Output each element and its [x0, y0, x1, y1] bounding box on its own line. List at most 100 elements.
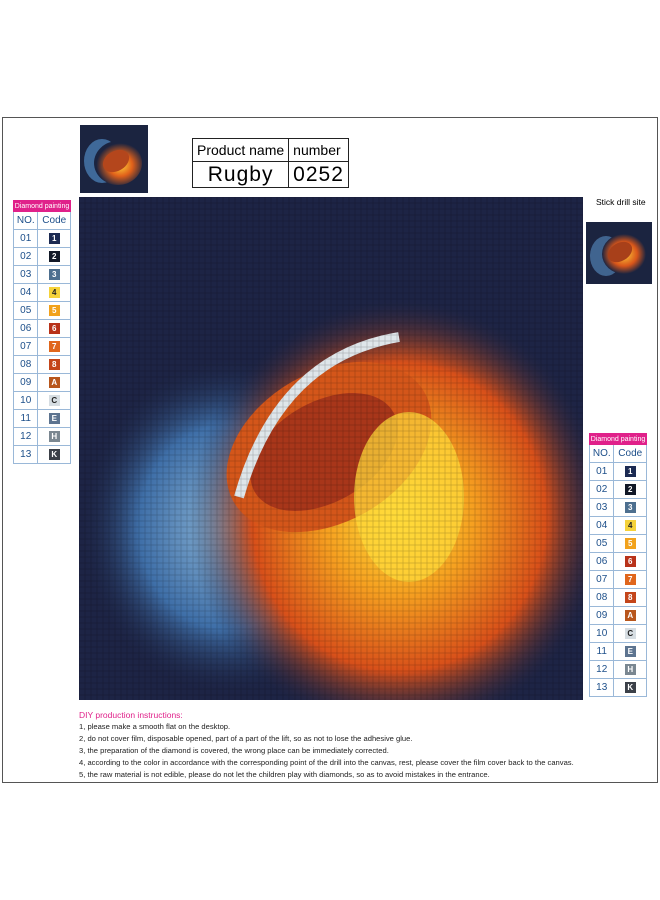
legend-number: 03: [12, 265, 39, 284]
legend-title: Diamond painting: [13, 200, 71, 212]
legend-code: 6: [48, 323, 60, 334]
legend-row: 07 7: [12, 337, 71, 356]
legend-code-cell: 5: [37, 301, 71, 320]
legend-number: 11: [588, 642, 615, 661]
legend-code-cell: 4: [37, 283, 71, 302]
legend-code: H: [48, 431, 60, 442]
legend-code-cell: 3: [37, 265, 71, 284]
legend-row: 03 3: [12, 265, 71, 284]
legend-row: 09 A: [12, 373, 71, 392]
legend-header-row: NO. Code: [12, 211, 71, 230]
legend-code: E: [624, 646, 636, 657]
legend-number: 12: [12, 427, 39, 446]
legend-title: Diamond painting: [589, 433, 647, 445]
legend-number: 05: [12, 301, 39, 320]
legend-row: 05 5: [588, 534, 647, 553]
legend-code: 5: [48, 305, 60, 316]
legend-code-cell: K: [613, 678, 647, 697]
legend-code-cell: 7: [613, 570, 647, 589]
legend-code: 1: [48, 233, 60, 244]
stick-image: [586, 222, 652, 284]
legend-number: 08: [588, 588, 615, 607]
legend-number: 02: [12, 247, 39, 266]
instruction-step: 3, the preparation of the diamond is cov…: [79, 746, 389, 755]
legend-number: 12: [588, 660, 615, 679]
legend-code-cell: 2: [613, 480, 647, 499]
instruction-step: 4, according to the color in accordance …: [79, 758, 574, 767]
legend-title-row: Diamond painting: [589, 433, 647, 445]
legend-header: Code: [37, 211, 71, 230]
legend-number: 06: [12, 319, 39, 338]
legend-row: 03 3: [588, 498, 647, 517]
header-cell: Product name: [191, 138, 290, 162]
legend-code: K: [48, 449, 60, 460]
legend-number: 01: [12, 229, 39, 248]
instruction-step: 1, please make a smooth flat on the desk…: [79, 722, 231, 731]
legend-number: 11: [12, 409, 39, 428]
instruction-step: 5, the raw material is not edible, pleas…: [79, 770, 490, 779]
legend-row: 10 C: [12, 391, 71, 410]
legend-header: NO.: [588, 444, 615, 463]
stick-label: Stick drill site: [596, 197, 646, 207]
legend-code: 2: [48, 251, 60, 262]
legend-code-cell: E: [37, 409, 71, 428]
legend-code: K: [624, 682, 636, 693]
legend-number: 10: [12, 391, 39, 410]
legend-row: 01 1: [588, 462, 647, 481]
legend-row: 06 6: [588, 552, 647, 571]
legend-code: 8: [48, 359, 60, 370]
legend-row: 02 2: [12, 247, 71, 266]
legend-row: 08 8: [12, 355, 71, 374]
legend-row: 02 2: [588, 480, 647, 499]
legend-code: A: [48, 377, 60, 388]
legend-code: 3: [624, 502, 636, 513]
header-cell: number: [288, 138, 349, 162]
legend-number: 10: [588, 624, 615, 643]
legend-row: 07 7: [588, 570, 647, 589]
legend-code: C: [48, 395, 60, 406]
legend-code-cell: H: [37, 427, 71, 446]
legend-code: 1: [624, 466, 636, 477]
legend-row: 13 K: [12, 445, 71, 464]
legend-table: Diamond painting NO. Code 01 1 02 2 03 3 04 4 05 5 06…: [12, 200, 71, 464]
mosaic: [79, 197, 583, 700]
legend-number: 13: [12, 445, 39, 464]
product-table: Product name number Rugby 0252: [191, 138, 349, 188]
legend-header-row: NO. Code: [588, 444, 647, 463]
legend-row: 04 4: [12, 283, 71, 302]
legend-code-cell: 1: [613, 462, 647, 481]
legend-header: Code: [613, 444, 647, 463]
legend-code-cell: 5: [613, 534, 647, 553]
legend-code: 5: [624, 538, 636, 549]
legend-row: 12 H: [12, 427, 71, 446]
legend-number: 09: [588, 606, 615, 625]
legend-code: 3: [48, 269, 60, 280]
legend-code: 7: [624, 574, 636, 585]
legend-row: 05 5: [12, 301, 71, 320]
legend-row: 08 8: [588, 588, 647, 607]
legend-code-cell: 1: [37, 229, 71, 248]
legend-number: 01: [588, 462, 615, 481]
legend-code-cell: 3: [613, 498, 647, 517]
legend-number: 06: [588, 552, 615, 571]
legend-code: C: [624, 628, 636, 639]
legend-number: 05: [588, 534, 615, 553]
legend-row: 06 6: [12, 319, 71, 338]
legend-number: 02: [588, 480, 615, 499]
legend-number: 04: [588, 516, 615, 535]
legend-code: A: [624, 610, 636, 621]
legend-code-cell: 2: [37, 247, 71, 266]
legend-row: 09 A: [588, 606, 647, 625]
legend-row: 04 4: [588, 516, 647, 535]
instructions: DIY production instructions: 1, please m…: [79, 709, 574, 781]
legend-code-cell: C: [37, 391, 71, 410]
legend-code-cell: 7: [37, 337, 71, 356]
thumbnail: [80, 125, 148, 193]
instruction-step: 2, do not cover film, disposable opened,…: [79, 734, 413, 743]
frame: [2, 117, 658, 783]
legend-code-cell: E: [613, 642, 647, 661]
legend-code-cell: 6: [613, 552, 647, 571]
legend-code-cell: C: [613, 624, 647, 643]
legend-number: 03: [588, 498, 615, 517]
